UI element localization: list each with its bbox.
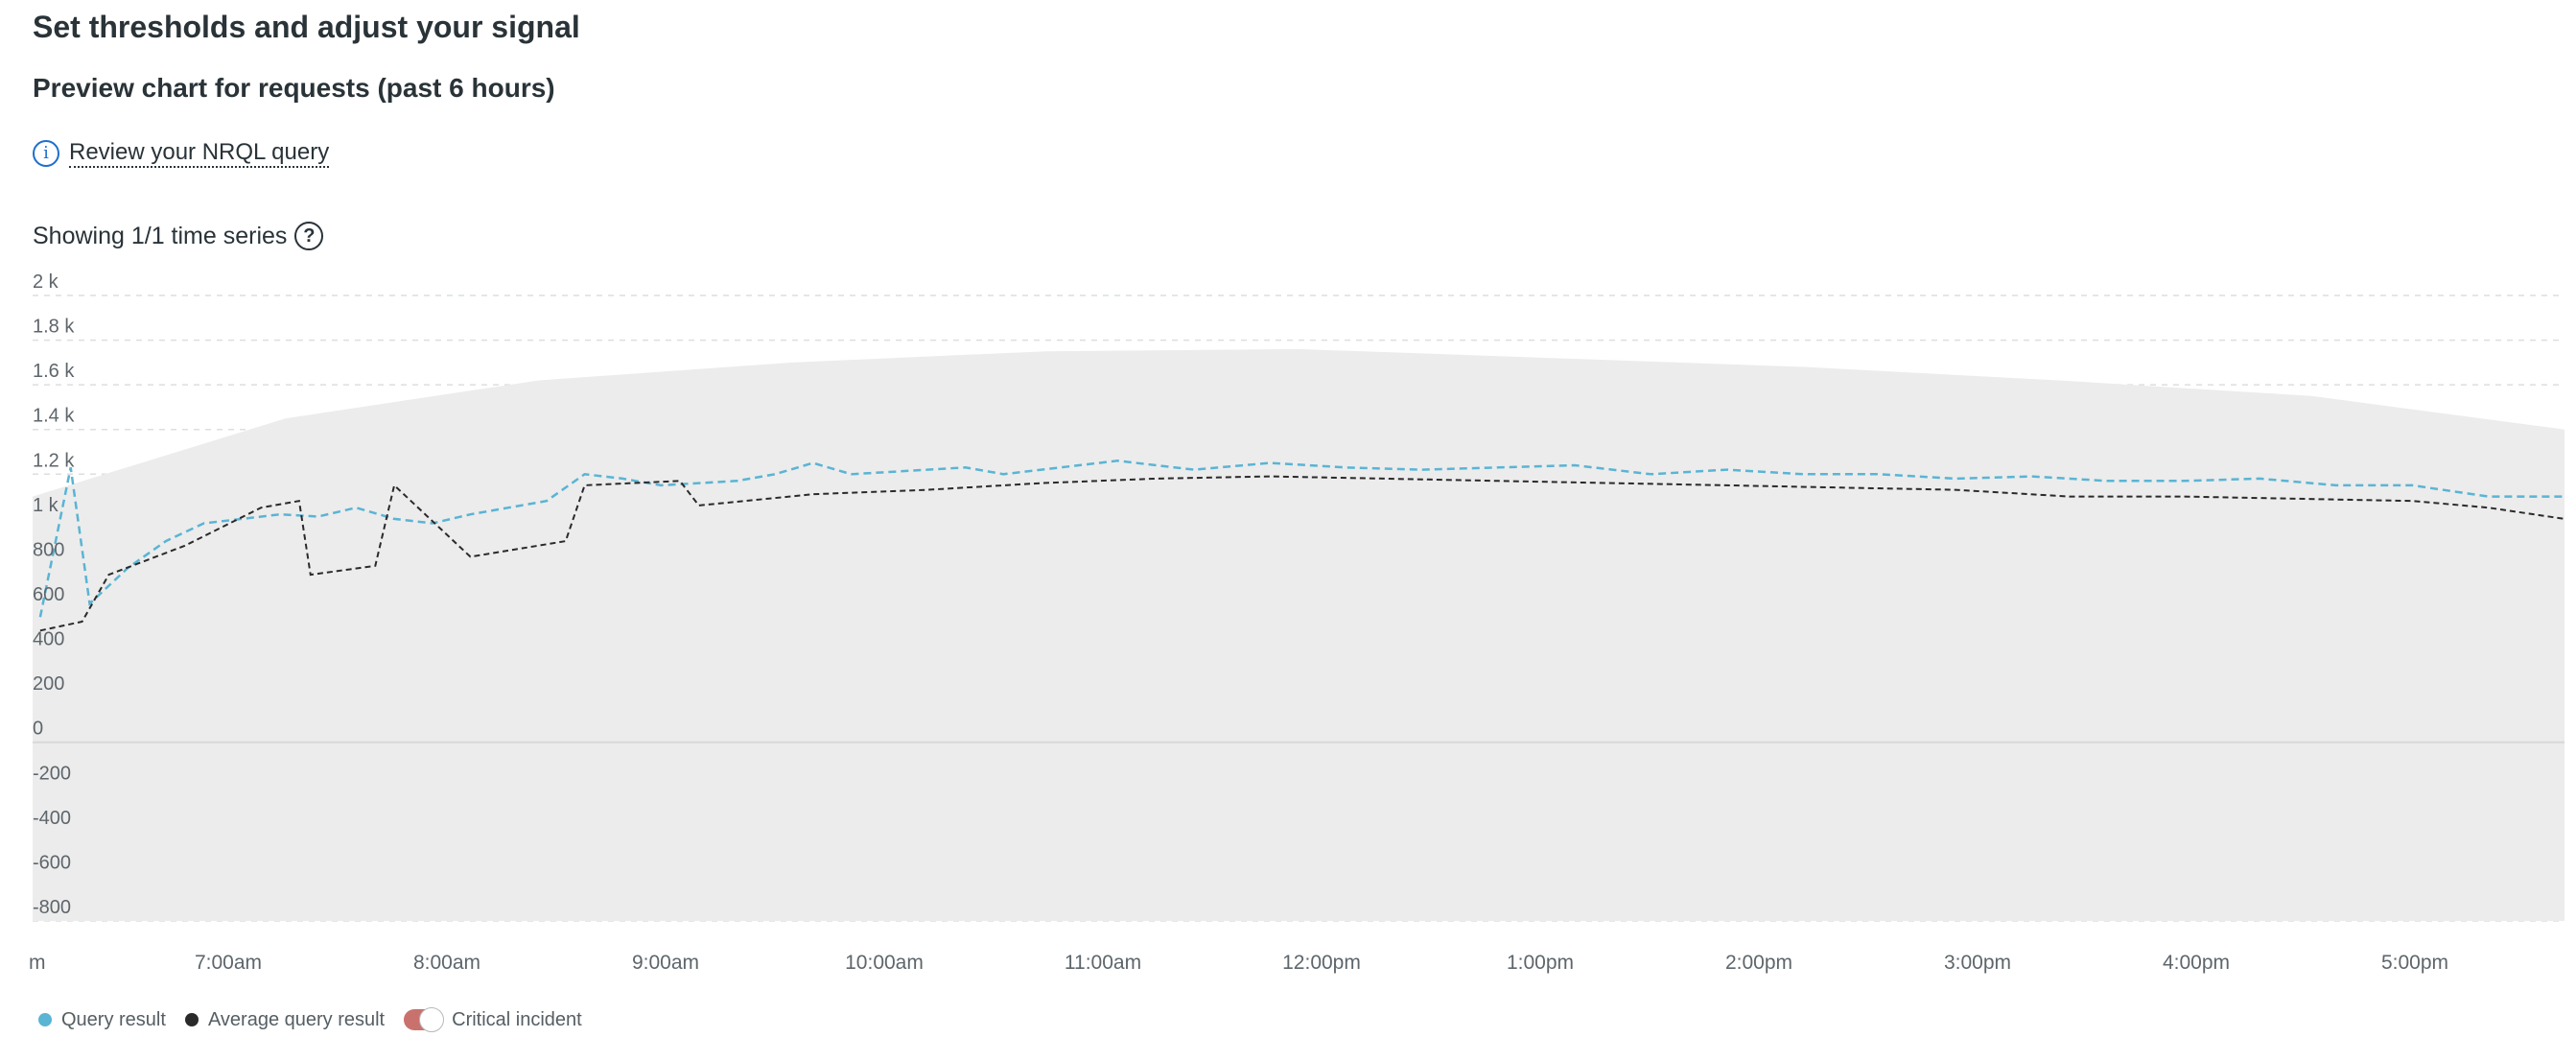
legend-query-result-label: Query result: [61, 1008, 166, 1030]
y-tick-label: -600: [33, 852, 71, 873]
y-tick-label: 800: [33, 539, 64, 560]
query-link-row: i Review your NRQL query: [33, 136, 330, 171]
preview-chart: 2 k 1.8 k 1.6 k 1.4 k 1.2 k 1 k 800 600 400 200 0 -…: [29, 271, 2565, 974]
page-title: Set thresholds and adjust your signal: [33, 10, 580, 44]
x-tick-label: 9:00am: [632, 952, 699, 974]
x-tick-label: 3:00pm: [1944, 952, 2011, 974]
legend-critical[interactable]: Critical incident: [404, 1007, 582, 1032]
y-tick-label: -800: [33, 897, 71, 918]
legend-average[interactable]: Average query result: [184, 1008, 386, 1031]
y-tick-label: 1.4 k: [33, 406, 75, 427]
x-tick-label: 2:00pm: [1725, 952, 1792, 974]
x-tick-label: 11:00am: [1065, 952, 1141, 974]
average-swatch: [184, 1013, 199, 1026]
review-query-link[interactable]: Review your NRQL query: [69, 139, 330, 168]
y-axis: 2 k 1.8 k 1.6 k 1.4 k 1.2 k 1 k 800 600 400 200 0 -…: [33, 271, 75, 918]
x-tick-label: 12:00pm: [1282, 952, 1361, 974]
legend-query-result[interactable]: Query result: [38, 1009, 166, 1031]
y-tick-label: 200: [33, 673, 64, 695]
query-result-swatch: [38, 1013, 52, 1026]
y-tick-label: 2 k: [33, 271, 59, 293]
y-tick-label: -200: [33, 763, 71, 784]
legend-average-label: Average query result: [207, 1008, 386, 1030]
y-tick-label: 400: [33, 629, 64, 650]
chart-series: [38, 460, 2565, 632]
y-tick-label: 1 k: [33, 495, 59, 516]
y-tick-label: -400: [33, 808, 71, 829]
x-axis: m 7:00am 8:00am 9:00am 10:00am 11:00am 12:00pm…: [29, 952, 2448, 974]
y-tick-label: 600: [33, 584, 64, 605]
y-tick-label: 1.8 k: [33, 317, 75, 338]
toggle-knob: [419, 1007, 445, 1032]
x-tick-label: 8:00am: [413, 952, 480, 974]
info-circle-icon: i: [33, 140, 59, 167]
average-query-line: [39, 475, 2565, 632]
y-tick-label: 0: [33, 719, 43, 740]
x-tick-label: 7:00am: [195, 952, 262, 974]
legend-critical-label: Critical incident: [452, 1008, 582, 1030]
threshold-band: [33, 348, 2564, 921]
x-tick-label: m: [29, 952, 46, 974]
x-tick-label: 10:00am: [845, 952, 924, 974]
x-tick-label: 1:00pm: [1507, 952, 1574, 974]
x-tick-label: 4:00pm: [2163, 952, 2230, 974]
chart-legend: Query result Average query result Critic…: [38, 1005, 582, 1034]
query-result-line: [38, 460, 2564, 618]
chart-subtitle: Preview chart for requests (past 6 hours…: [33, 73, 555, 103]
series-status-text: Showing 1/1 time series: [33, 222, 288, 249]
x-tick-label: 5:00pm: [2381, 952, 2448, 974]
y-tick-label: 1.2 k: [33, 450, 75, 471]
y-tick-label: 1.6 k: [33, 361, 75, 382]
question-circle-icon[interactable]: ?: [294, 222, 324, 250]
critical-incident-toggle[interactable]: [404, 1007, 445, 1032]
series-status-row: Showing 1/1 time series ?: [33, 219, 324, 253]
